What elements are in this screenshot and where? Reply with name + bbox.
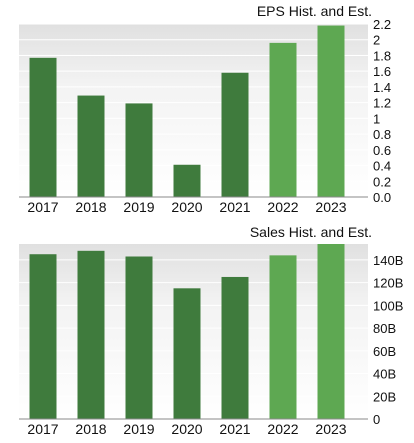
x-tick-label: 2021 [219,199,250,215]
y-tick-label: 1.2 [373,96,391,111]
bars [29,25,345,198]
x-tick-label: 2019 [123,421,154,437]
x-tick-label: 2017 [27,421,58,437]
y-tick-label: 1.8 [373,48,391,63]
y-tick-label: 120B [373,276,403,291]
y-tick-label: 60B [373,344,396,359]
y-tick-label: 80B [373,321,396,336]
x-tick-label: 2018 [75,199,106,215]
y-tick-label: 0.6 [373,143,391,158]
y-tick-label: 0.2 [373,174,391,189]
x-tick-label: 2022 [267,421,298,437]
y-tick-label: 140B [373,253,403,268]
y-tick-label: 40B [373,367,396,382]
bar-2018 [77,95,105,197]
sales-chart: Sales Hist. and Est. 2017 2018 2019 2020 202… [19,224,403,437]
bar-2017 [29,57,57,198]
y-tick-label: 1.4 [373,80,391,95]
y-tick-label: 0.8 [373,127,391,142]
y-tick-label: 0.4 [373,159,391,174]
x-tick-label: 2022 [267,199,298,215]
y-tick-label: 20B [373,389,396,404]
x-tick-labels: 2017 2018 2019 2020 2021 2022 2023 [27,199,346,215]
chart-title: EPS Hist. and Est. [257,3,372,19]
x-tick-label: 2020 [171,199,202,215]
bar-2019 [125,103,153,197]
x-tick-label: 2018 [75,421,106,437]
x-tick-labels: 2017 2018 2019 2020 2021 2022 2023 [27,421,346,437]
x-tick-label: 2023 [315,199,346,215]
x-tick-label: 2019 [123,199,154,215]
y-tick-label: 1 [373,111,380,126]
chart-title: Sales Hist. and Est. [250,224,372,240]
y-tick-labels: 0 20B 40B 60B 80B 100B 120B 140B [373,253,403,427]
x-tick-label: 2020 [171,421,202,437]
bar-2022 [269,255,297,419]
bar-2021 [221,276,249,419]
bar-2018 [77,250,105,419]
y-tick-label: 0 [373,412,380,427]
y-tick-label: 2 [373,33,380,48]
bar-2020 [173,164,201,197]
bar-2022 [269,42,297,197]
x-tick-label: 2021 [219,421,250,437]
y-tick-label: 1.6 [373,64,391,79]
y-tick-label: 100B [373,298,403,313]
bar-2023 [317,244,345,419]
bar-2021 [221,72,249,197]
x-tick-label: 2023 [315,421,346,437]
bar-2023 [317,25,345,198]
y-tick-label: 0.0 [373,190,391,205]
bar-2017 [29,254,57,419]
bar-2019 [125,256,153,419]
bar-2020 [173,288,201,419]
x-tick-label: 2017 [27,199,58,215]
y-tick-labels: 0.00.20.40.60.811.21.41.61.822.2 [373,17,391,205]
bars [29,244,345,419]
y-tick-label: 2.2 [373,17,391,32]
eps-chart: EPS Hist. and Est. 2017 2018 2019 2020 2021 2… [19,3,391,215]
